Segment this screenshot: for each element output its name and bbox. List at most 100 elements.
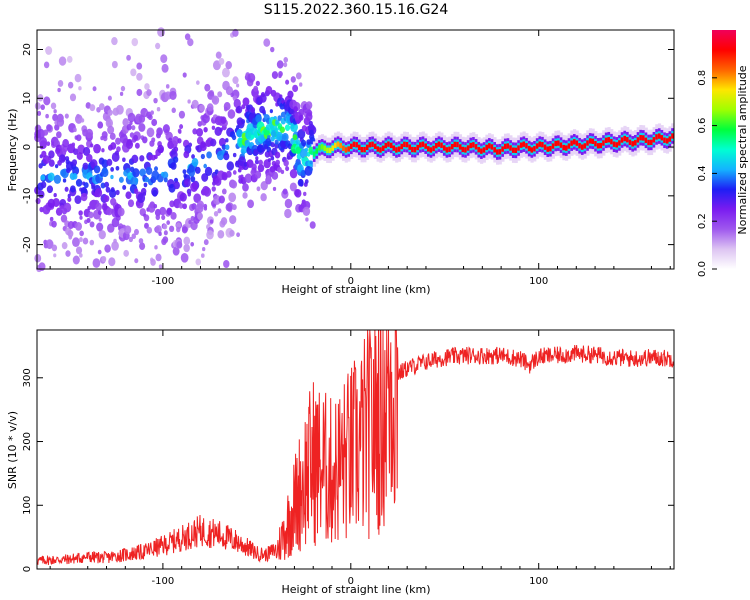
spectrogram-cell [618,140,622,146]
spectrogram-cell [610,138,614,145]
spectrogram-cell [381,145,386,151]
spectrogram-cell [124,225,132,235]
spectrogram-cell [567,143,571,149]
spectrogram-cell [51,244,58,252]
spectrogram-cell [242,183,249,192]
spectrogram-cell [275,159,281,166]
spectrogram-cell [272,186,277,192]
spectrogram-cell [274,139,279,145]
spectrogram-cell [82,162,89,170]
spectrogram-cell [493,147,497,153]
spectrogram-cell [509,145,513,151]
spectrogram-cell [284,198,293,209]
spectrogram-cell [387,141,391,147]
spectrogram-cell [225,203,233,212]
spectrogram-cell [466,145,471,151]
spectrogram-cell [300,169,306,177]
spectrogram-cell [280,169,285,175]
spectrogram-cell [201,173,209,182]
spectrogram-cell [292,134,298,141]
spectrogram-cell [232,28,239,37]
spectrogram-cell [182,72,187,78]
spectrogram-cell [612,141,616,147]
spectrogram-cell [315,148,319,154]
spectrogram-cell [103,195,110,203]
spectrogram-cell [194,166,201,174]
spectrogram-cell [200,153,205,160]
spectrogram-cell [339,142,343,149]
spectrogram-cell [152,189,158,197]
snr-ytick-label: 100 [22,496,33,515]
spectrogram-cell [143,214,150,222]
colorbar-tick-label: 0.6 [697,118,708,134]
spectrogram-cell [134,178,139,183]
spectrogram-cell [178,110,186,119]
spectrogram-cell [78,86,82,91]
spectrogram-cell [426,146,431,152]
spectrogram-cell [147,203,156,213]
spectrogram-cell [155,42,161,50]
spectrogram-cell [218,57,225,65]
spectrogram-cell [586,140,590,146]
spectrogram-cell [538,141,542,147]
spectrogram-cell [98,230,106,240]
spectrogram-cell [89,221,95,228]
spectrogram-cell [403,141,407,148]
spectrogram-cell [131,37,139,47]
spectrogram-cell [62,178,67,183]
spectrogram-cell [331,145,335,151]
spectrogram-cell [182,169,187,175]
spectrogram-cell [85,128,94,139]
spectrogram-cell [242,97,250,106]
spectrogram-cell [173,181,180,190]
spectrogram-cell [206,103,214,112]
spectrogram-cell [161,214,166,220]
spectrogram-cell [93,165,101,174]
spectrogram-cell [162,223,168,230]
spectrogram-cell [57,87,61,93]
spectrogram-cell [424,143,428,149]
spectrogram-cell [498,149,502,155]
spectrogram-cell [123,249,129,257]
spectrogram-cell [107,109,113,116]
spectrogram-cell [45,239,54,250]
spectrogram-cell [230,180,238,189]
spectrogram-cell [657,133,662,139]
spectrogram-cell [522,141,526,147]
spectrogram-cell [139,168,146,177]
spectrogram-xlabel: Height of straight line (km) [281,283,430,296]
spectrogram-cell [217,91,223,98]
spectrogram-cell [34,254,42,263]
spectrogram-cell [150,110,154,115]
spectrogram-cell [376,146,380,152]
spectrogram-cell [221,67,230,78]
spectrogram-cell [119,91,124,97]
spectrogram-cell [488,143,492,149]
spectrogram-cell [290,122,298,133]
spectrogram-cell [195,258,202,266]
spectrogram-cell [131,233,136,240]
spectrogram-cell [269,109,273,114]
spectrogram-cell [52,113,59,122]
spectrogram-cell [65,250,71,257]
spectrogram-cell [652,137,656,143]
spectrogram-cell [190,175,196,183]
spectrogram-cell [134,258,139,264]
spectrogram-cell [157,129,162,135]
spectrogram-cell [429,147,433,153]
spectrogram-cell [76,152,83,160]
spectrogram-cell [290,76,296,83]
spectrogram-cell [170,162,177,170]
spectrogram-cell [365,144,370,150]
spectrogram-cell [559,142,563,148]
spectrogram-cell [122,184,127,190]
spectrogram-cell [187,38,194,47]
spectrogram-cell [297,128,306,139]
spectrogram-cell [101,167,109,178]
spectrogram-cell [78,210,83,216]
spectrogram-cell [188,220,192,225]
spectrogram-cell [371,141,375,147]
spectrogram-cell [145,166,153,175]
spectrogram-cell [173,156,179,163]
spectrogram-cell [49,216,54,222]
